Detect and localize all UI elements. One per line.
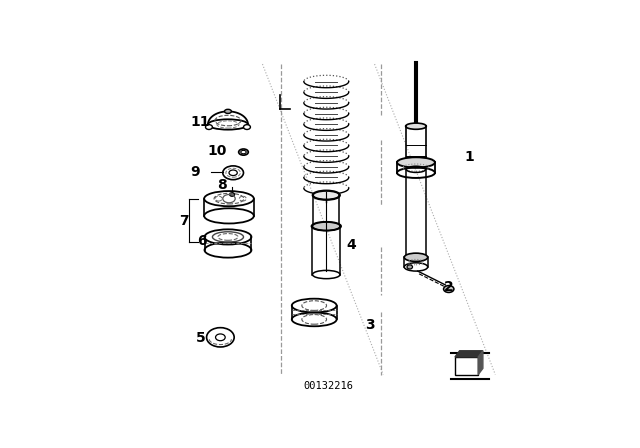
- Text: 10: 10: [207, 144, 227, 158]
- Ellipse shape: [406, 123, 426, 129]
- Text: 2: 2: [444, 280, 454, 294]
- Ellipse shape: [243, 125, 250, 129]
- Text: 3: 3: [365, 318, 375, 332]
- Ellipse shape: [312, 271, 340, 279]
- Ellipse shape: [205, 125, 212, 129]
- Ellipse shape: [404, 253, 428, 262]
- Polygon shape: [478, 351, 483, 375]
- Ellipse shape: [312, 222, 341, 231]
- Text: 11: 11: [190, 115, 209, 129]
- Text: 6: 6: [197, 234, 207, 248]
- Ellipse shape: [397, 157, 435, 168]
- Bar: [455, 357, 478, 375]
- Text: 5: 5: [196, 332, 206, 345]
- Ellipse shape: [239, 149, 248, 155]
- Ellipse shape: [225, 109, 232, 113]
- Text: 00132216: 00132216: [303, 381, 353, 391]
- Text: 9: 9: [190, 165, 200, 179]
- Ellipse shape: [407, 265, 413, 269]
- Ellipse shape: [444, 285, 454, 293]
- Text: 4: 4: [346, 238, 356, 252]
- Text: 8: 8: [217, 178, 227, 192]
- Ellipse shape: [230, 193, 234, 196]
- Polygon shape: [455, 351, 483, 357]
- Ellipse shape: [312, 190, 340, 200]
- Text: 7: 7: [179, 214, 189, 228]
- Text: 1: 1: [464, 150, 474, 164]
- Ellipse shape: [241, 151, 246, 154]
